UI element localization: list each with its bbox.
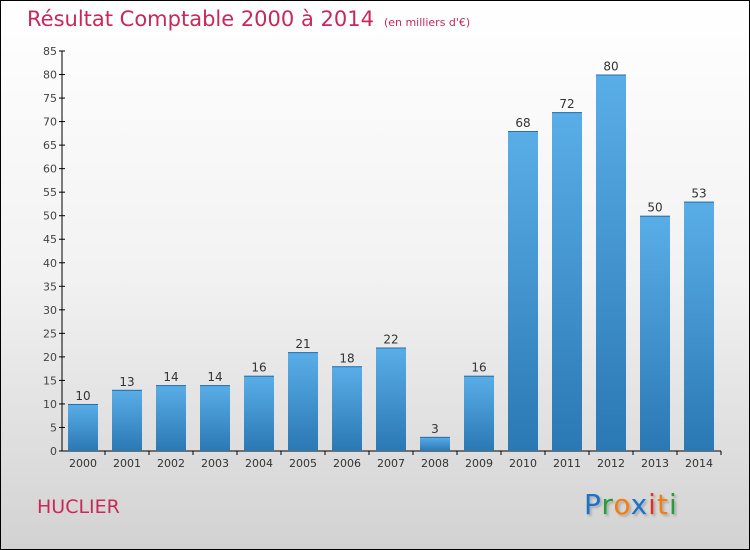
x-tick-label: 2002 <box>157 457 185 470</box>
x-tick-label: 2004 <box>245 457 273 470</box>
logo-letter: i <box>648 488 657 521</box>
chart-subtitle: (en milliers d'€) <box>383 16 471 29</box>
bar <box>376 347 406 451</box>
logo-letter: i <box>668 488 678 521</box>
bar <box>332 366 362 451</box>
y-tick-label: 25 <box>43 327 57 340</box>
data-label: 14 <box>207 370 222 384</box>
y-tick-label: 40 <box>43 257 57 270</box>
bar <box>288 352 318 451</box>
y-tick-label: 15 <box>43 374 57 387</box>
logo-letter: o <box>613 488 631 521</box>
chart-title: Résultat Comptable 2000 à 2014 (en millie… <box>27 7 470 31</box>
y-tick-label: 35 <box>43 280 57 293</box>
logo-letter: r <box>601 488 614 521</box>
y-tick-label: 60 <box>43 163 57 176</box>
x-tick-label: 2008 <box>421 457 449 470</box>
bar <box>552 112 582 452</box>
data-label: 13 <box>119 375 134 389</box>
y-tick-label: 50 <box>43 210 57 223</box>
data-label: 16 <box>251 361 266 375</box>
data-label: 14 <box>163 370 178 384</box>
x-tick-label: 2006 <box>333 457 361 470</box>
bar <box>156 385 186 451</box>
data-label: 10 <box>75 389 90 403</box>
data-label: 50 <box>647 201 662 215</box>
y-tick-label: 65 <box>43 139 57 152</box>
x-tick-label: 2005 <box>289 457 317 470</box>
y-tick-label: 70 <box>43 116 57 129</box>
data-label: 72 <box>559 97 574 111</box>
data-label: 3 <box>431 422 439 436</box>
x-tick-label: 2014 <box>685 457 713 470</box>
y-tick-label: 20 <box>43 351 57 364</box>
x-tick-label: 2007 <box>377 457 405 470</box>
title-text: Résultat Comptable 2000 à 2014 <box>27 7 374 31</box>
bar <box>596 74 626 451</box>
x-tick-label: 2010 <box>509 457 537 470</box>
data-label: 21 <box>295 337 310 351</box>
data-label: 18 <box>339 351 354 365</box>
x-tick-label: 2001 <box>113 457 141 470</box>
y-tick-label: 85 <box>43 45 57 58</box>
bar <box>200 385 230 451</box>
commune-name: HUCLIER <box>37 496 120 518</box>
y-tick-label: 10 <box>43 398 57 411</box>
bar <box>244 375 274 451</box>
data-label: 68 <box>515 116 530 130</box>
y-tick-label: 0 <box>50 445 57 458</box>
bar <box>640 215 670 451</box>
y-tick-label: 55 <box>43 186 57 199</box>
x-tick-label: 2000 <box>69 457 97 470</box>
proxiti-logo: Proxiti <box>584 488 678 521</box>
bar <box>420 436 450 451</box>
x-tick-label: 2012 <box>597 457 625 470</box>
y-tick-label: 45 <box>43 233 57 246</box>
data-label: 16 <box>471 361 486 375</box>
y-tick-label: 5 <box>50 421 57 434</box>
x-tick-label: 2013 <box>641 457 669 470</box>
x-tick-label: 2011 <box>553 457 581 470</box>
logo-letter: t <box>656 488 669 521</box>
y-tick-label: 30 <box>43 304 57 317</box>
logo-letter: P <box>584 488 602 521</box>
y-tick-label: 75 <box>43 92 57 105</box>
logo-letter: x <box>630 488 649 521</box>
x-tick-label: 2003 <box>201 457 229 470</box>
y-tick-label: 80 <box>43 69 57 82</box>
data-label: 53 <box>691 187 706 201</box>
bar <box>508 131 538 451</box>
x-tick-label: 2009 <box>465 457 493 470</box>
data-label: 22 <box>383 332 398 346</box>
bar <box>68 403 98 451</box>
bar <box>684 201 714 451</box>
bar <box>112 389 142 451</box>
data-label: 80 <box>603 60 618 74</box>
bar <box>464 375 494 451</box>
